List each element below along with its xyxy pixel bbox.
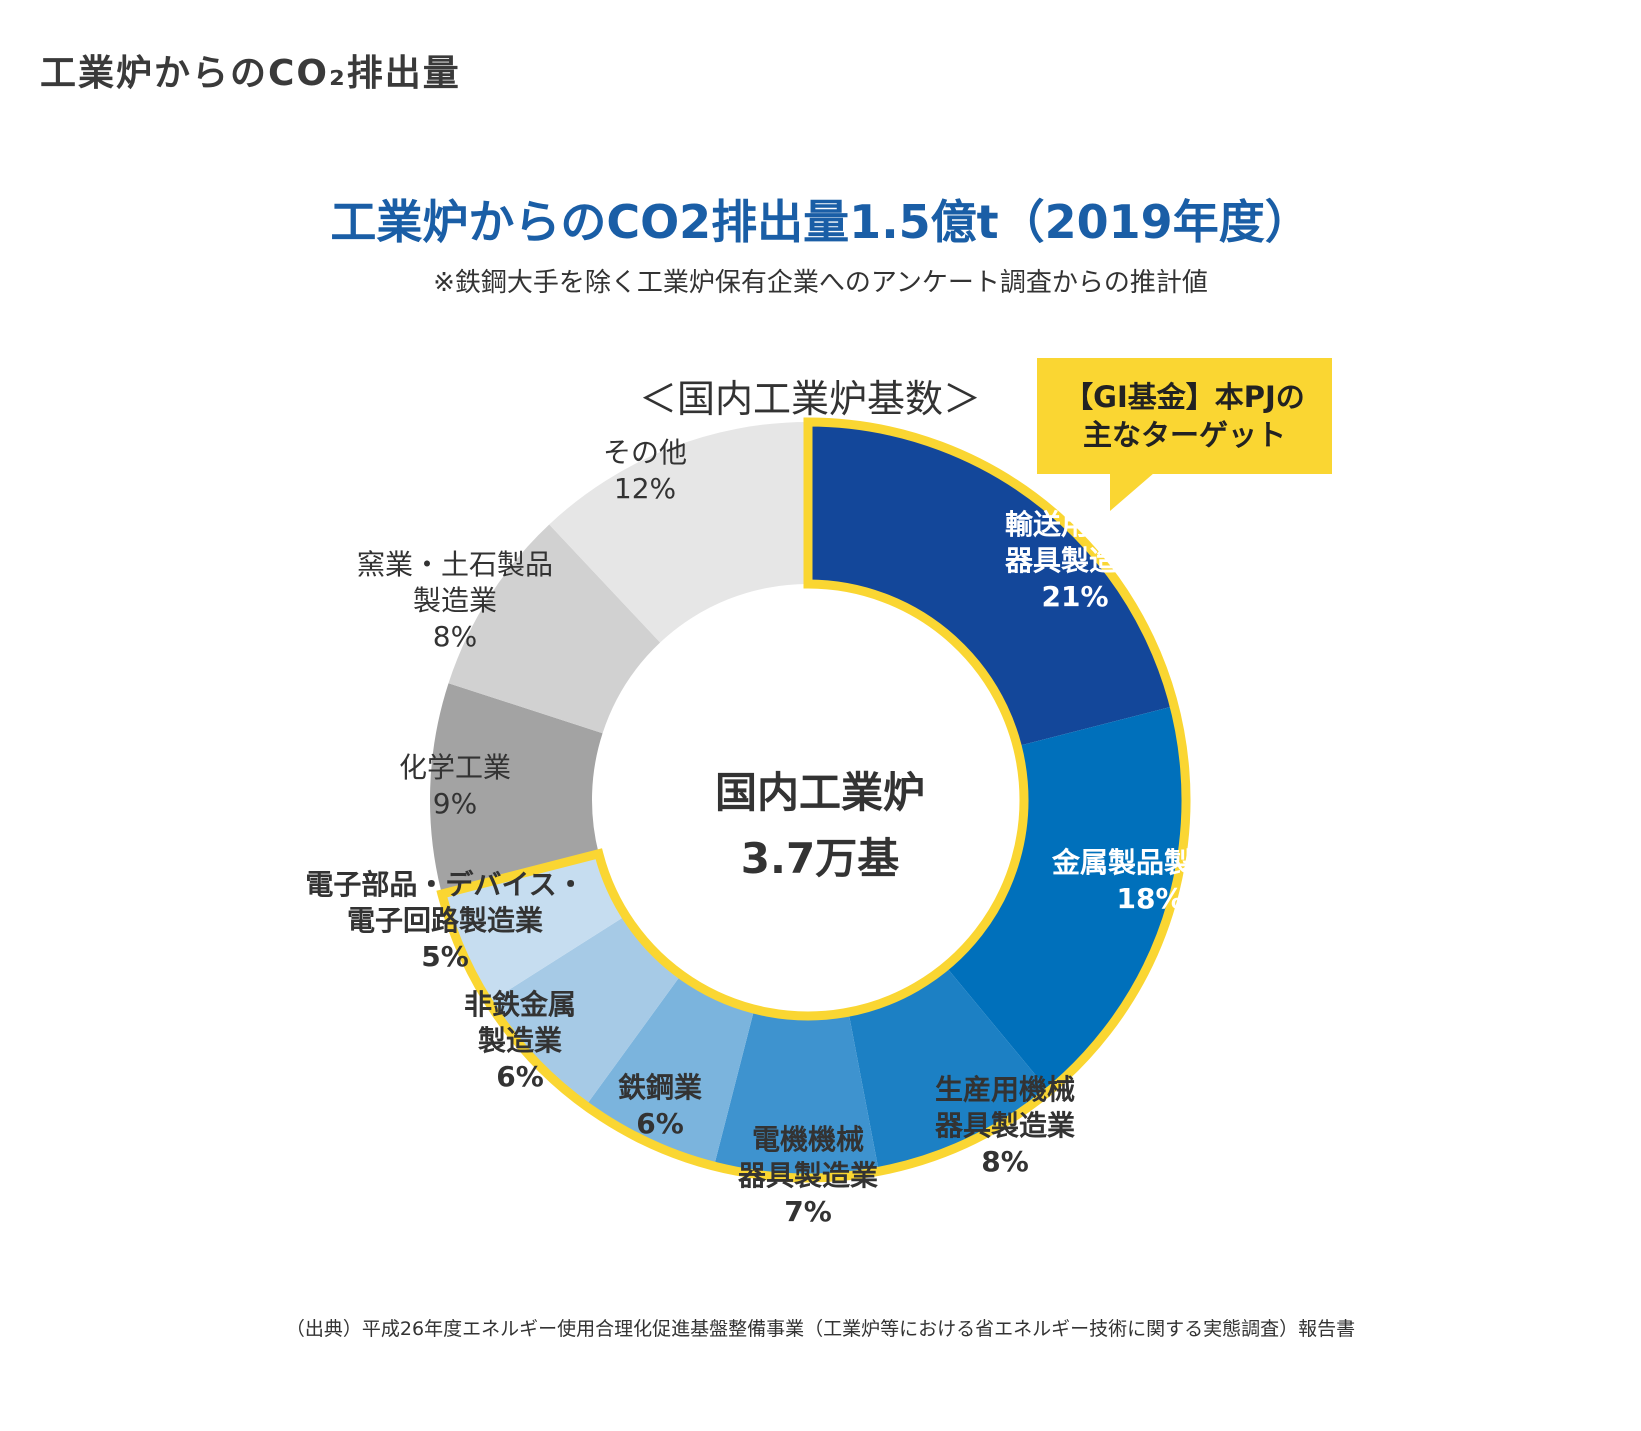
source-note: （出典）平成26年度エネルギー使用合理化促進基盤整備事業（工業炉等における省エネ…: [285, 1318, 1356, 1340]
slice-label-2-line-2: 8%: [981, 1145, 1029, 1178]
slice-6: [441, 853, 626, 1003]
slice-label-9-line-1: 12%: [614, 472, 676, 505]
donut-heading: ＜国内工業炉基数＞: [638, 377, 981, 421]
slice-label-5-line-1: 製造業: [478, 1024, 562, 1057]
slice-label-6-line-1: 電子回路製造業: [347, 904, 543, 937]
slice-label-7-line-1: 9%: [433, 787, 477, 820]
slice-label-0-line-0: 輸送用機械: [1005, 508, 1145, 541]
slice-label-9: その他 12%: [603, 436, 687, 505]
slice-label-0: 輸送用機械器具製造業 21%: [1004, 508, 1145, 613]
slice-label-3-line-0: 電機機械: [752, 1123, 864, 1156]
chart-subtitle: ※鉄鋼大手を除く工業炉保有企業へのアンケート調査からの推計値: [433, 268, 1208, 298]
target-highlight-outline: [436, 417, 1191, 1183]
slice-label-9-line-0: その他: [603, 436, 687, 469]
slice-1: [945, 705, 1186, 1092]
callout-tail: [1110, 473, 1154, 511]
slice-label-6: 電子部品・デバイス・電子回路製造業 5%: [305, 868, 584, 973]
chart-title: 工業炉からのCO2排出量1.5億t（2019年度）: [330, 195, 1311, 249]
slice-label-4-line-0: 鉄鋼業: [618, 1071, 702, 1104]
slice-label-6-line-0: 電子部品・デバイス・: [305, 868, 584, 901]
slice-label-5-line-2: 6%: [496, 1060, 544, 1093]
slice-label-2-line-0: 生産用機械: [935, 1073, 1075, 1106]
callout-line-1: 【GI基金】本PJの: [1064, 380, 1305, 414]
slice-label-4: 鉄鋼業 6%: [618, 1071, 702, 1140]
slice-label-3-line-1: 器具製造業: [737, 1159, 878, 1192]
callout-line-2: 主なターゲット: [1082, 418, 1286, 452]
center-label-line-1: 国内工業炉: [714, 768, 925, 817]
slice-3: [713, 1009, 879, 1178]
slice-label-2: 生産用機械器具製造業 8%: [934, 1073, 1075, 1178]
slice-9: [549, 422, 808, 643]
slice-label-0-line-1: 器具製造業: [1004, 544, 1145, 577]
slice-label-3: 電機機械器具製造業 7%: [737, 1123, 878, 1228]
slice-label-5-line-0: 非鉄金属: [464, 988, 576, 1021]
slice-label-0-line-2: 21%: [1041, 580, 1108, 613]
page-heading: 工業炉からのCO₂排出量: [40, 53, 461, 94]
slice-label-8: 窯業・土石製品製造業 8%: [357, 548, 553, 653]
slice-label-3-line-2: 7%: [784, 1195, 832, 1228]
center-label-line-2: 3.7万基: [740, 834, 900, 883]
slice-label-7: 化学工業 9%: [399, 751, 511, 820]
slice-4: [585, 974, 755, 1167]
slice-2: [848, 966, 1049, 1172]
slice-label-8-line-2: 8%: [433, 620, 477, 653]
slice-label-5: 非鉄金属製造業 6%: [464, 988, 576, 1093]
slice-0: [808, 422, 1175, 747]
slice-label-8-line-1: 製造業: [413, 584, 497, 617]
slice-label-4-line-1: 6%: [636, 1107, 684, 1140]
center-label: 国内工業炉 3.7万基: [650, 760, 990, 892]
slice-label-1-line-0: 金属製品製造業: [1051, 846, 1248, 879]
target-callout: 【GI基金】本PJの 主なターゲット: [1037, 358, 1332, 474]
slice-7: [430, 683, 603, 895]
slice-label-8-line-0: 窯業・土石製品: [357, 548, 553, 581]
slice-label-7-line-0: 化学工業: [399, 751, 511, 784]
slice-label-1-line-1: 18%: [1116, 882, 1183, 915]
slice-label-6-line-2: 5%: [421, 940, 469, 973]
slice-label-2-line-1: 器具製造業: [934, 1109, 1075, 1142]
slice-label-1: 金属製品製造業 18%: [1051, 846, 1248, 915]
slice-8: [448, 524, 661, 734]
